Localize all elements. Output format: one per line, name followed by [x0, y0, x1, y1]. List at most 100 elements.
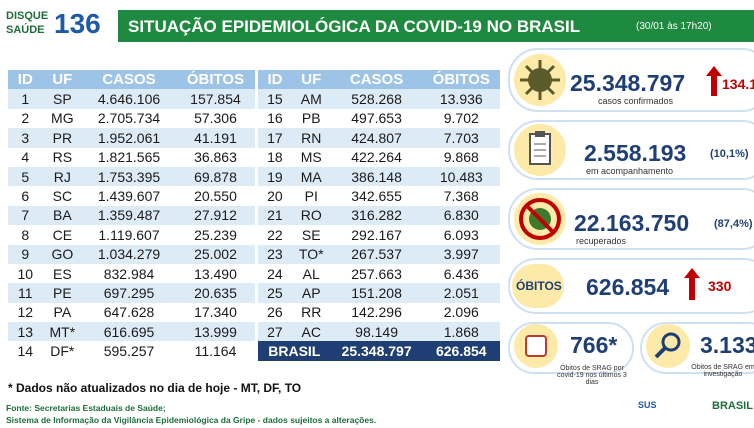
logo-sus: SUS [638, 400, 657, 410]
cell: 24 [267, 265, 283, 282]
row: 27 AC 98.149 1.868 [258, 322, 500, 342]
delta: 134.17 [722, 76, 754, 92]
cell: 27.912 [175, 205, 255, 226]
cell: 11.164 [194, 343, 237, 360]
value: 766* [570, 332, 618, 358]
cell: 36.863 [194, 149, 237, 166]
cell: TO* [291, 244, 331, 264]
cell: PI [304, 188, 318, 205]
delta: 330 [708, 278, 732, 294]
header-cell: UF [291, 70, 331, 90]
cell: 267.537 [330, 244, 423, 264]
label: Óbitos de SRAG em investigação [691, 364, 754, 378]
row: 12 PA 647.628 17.340 [8, 303, 255, 322]
row: 9 GO 1.034.279 25.002 [8, 244, 255, 264]
panel: 3.133 [640, 322, 754, 374]
cell: 342.655 [351, 188, 402, 205]
row: 1 SP 4.646.106 157.854 [8, 89, 255, 109]
cell: 6.436 [443, 265, 479, 282]
cell: ES [52, 265, 72, 282]
title: SITUAÇÃO EPIDEMIOLÓGICA DA COVID-19 NO B… [128, 17, 581, 36]
row: 4 RS 1.821.565 36.863 [8, 148, 255, 167]
row: 24 AL 257.663 6.436 [258, 264, 500, 283]
cell: 6 [21, 188, 30, 205]
cell: 23 [258, 244, 292, 264]
row: 23 TO* 267.537 3.997 [258, 244, 500, 264]
cell: 7.368 [443, 188, 479, 205]
cell: 20 [267, 188, 283, 205]
cell: PA [53, 304, 72, 321]
cell: 20.635 [175, 283, 255, 303]
cell: 22 [267, 226, 283, 243]
cell: 25.002 [175, 244, 255, 264]
row: 17 RN 424.807 7.703 [258, 128, 500, 148]
cell: 2 [21, 110, 30, 127]
row: 21 RO 316.282 6.830 [258, 205, 500, 226]
logo-brasil: BRASIL [712, 400, 753, 412]
cell: 9 [8, 244, 43, 264]
cell: 4.646.106 [82, 89, 176, 109]
cell: 3 [8, 128, 43, 148]
cell: 422.264 [351, 149, 402, 166]
cell: 15 [258, 89, 292, 109]
cell: 1.753.395 [82, 166, 176, 187]
cell: 17.340 [194, 304, 237, 321]
cell: RN [291, 128, 331, 148]
panel: 22.163.750 (87,4%) recuperados [508, 188, 754, 250]
panel: 766* [508, 322, 634, 374]
cell: MS [300, 149, 322, 166]
cell: 316.282 [330, 205, 423, 226]
cell: 7.703 [422, 128, 500, 148]
cell: MT* [42, 322, 83, 342]
cell: 1.359.487 [82, 205, 176, 226]
cell: DF* [50, 343, 75, 360]
arrow-up [706, 66, 722, 96]
cell: 595.257 [103, 343, 155, 360]
cell: 647.628 [103, 304, 155, 321]
cell: 1.868 [422, 322, 500, 342]
cell: RS [52, 149, 73, 166]
table-left: ID UF CASOS ÓBITOS 1 SP 4.646.106 157.854 2 MG 2.7… [8, 70, 255, 361]
cell: 528.268 [330, 89, 423, 109]
row: 2 MG 2.705.734 57.306 [8, 109, 255, 128]
cell: 9.868 [443, 149, 479, 166]
cell: CE [52, 226, 73, 243]
timestamp: (30/01 às 17h20) [636, 21, 712, 32]
cell: 1 [8, 89, 43, 109]
cell: 1.119.607 [98, 226, 160, 243]
cell: 6.093 [443, 226, 479, 243]
cell: 151.208 [330, 283, 423, 303]
header-row: ID UF CASOS ÓBITOS [8, 70, 255, 90]
icon [514, 124, 566, 176]
footnote: * Dados não atualizados no dia de hoje -… [8, 381, 302, 395]
cell: AP [291, 283, 331, 303]
header-cell: CASOS [82, 70, 176, 90]
cell: 13.999 [175, 322, 255, 342]
cell: 21 [258, 205, 292, 226]
cell: 1.952.061 [82, 128, 176, 148]
row: 11 PE 697.295 20.635 [8, 283, 255, 303]
cell: 616.695 [82, 322, 176, 342]
row: 3 PR 1.952.061 41.191 [8, 128, 255, 148]
cell: 5 [8, 166, 43, 187]
cell: 157.854 [175, 89, 255, 109]
cell: SC [52, 188, 73, 205]
source: Fonte: Secretarias Estaduais de Saúde; [6, 403, 166, 413]
cell: AM [291, 89, 331, 109]
cell: MA [291, 166, 331, 187]
label: casos confirmados [598, 96, 674, 106]
row: 16 PB 497.653 9.702 [258, 109, 500, 128]
cell: 832.984 [103, 265, 155, 282]
cell: 626.854 [422, 341, 500, 361]
header-cell: ID [258, 70, 292, 90]
cell: 257.663 [351, 265, 402, 282]
logo: DISQUE SAÚDE 136 [4, 8, 112, 44]
panel: 25.348.797 134.17 casos confirmados [508, 48, 754, 112]
logo-line: SAÚDE [6, 24, 45, 36]
cell: 697.295 [82, 283, 176, 303]
cell: 27 [258, 322, 292, 342]
cell: 6.830 [422, 205, 500, 226]
cell: 2.051 [422, 283, 500, 303]
cell: 17 [258, 128, 292, 148]
cell: 98.149 [330, 322, 423, 342]
